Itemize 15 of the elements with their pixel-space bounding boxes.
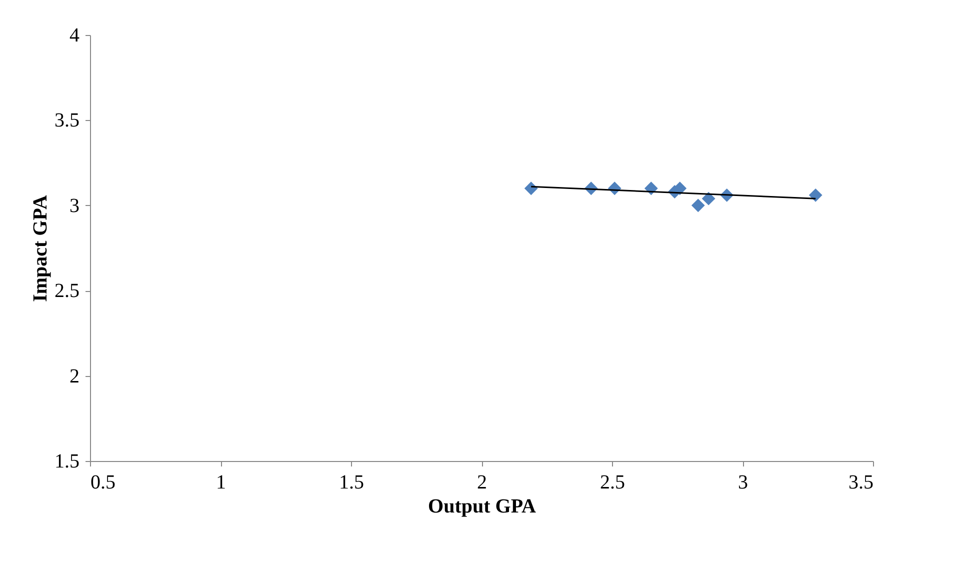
x-tick-label: 2.5 (600, 472, 625, 494)
y-tick-label: 3.5 (54, 110, 80, 132)
y-tick-label: 2 (70, 365, 80, 388)
y-axis-title: Impact GPA (30, 194, 52, 302)
x-tick-label: 2 (477, 472, 487, 494)
y-tick-label: 4 (70, 24, 80, 46)
y-tick-label: 3 (70, 194, 80, 217)
y-tick-label: 1.5 (54, 450, 80, 472)
x-axis-title: Output GPA (428, 496, 537, 518)
y-tick-label: 2.5 (54, 280, 80, 302)
x-tick-label: 0.5 (90, 472, 116, 494)
x-tick-label: 3 (738, 472, 748, 494)
x-tick-label: 1 (216, 472, 226, 494)
x-tick-label: 1.5 (339, 472, 364, 494)
x-tick-label: 3.5 (848, 472, 874, 494)
